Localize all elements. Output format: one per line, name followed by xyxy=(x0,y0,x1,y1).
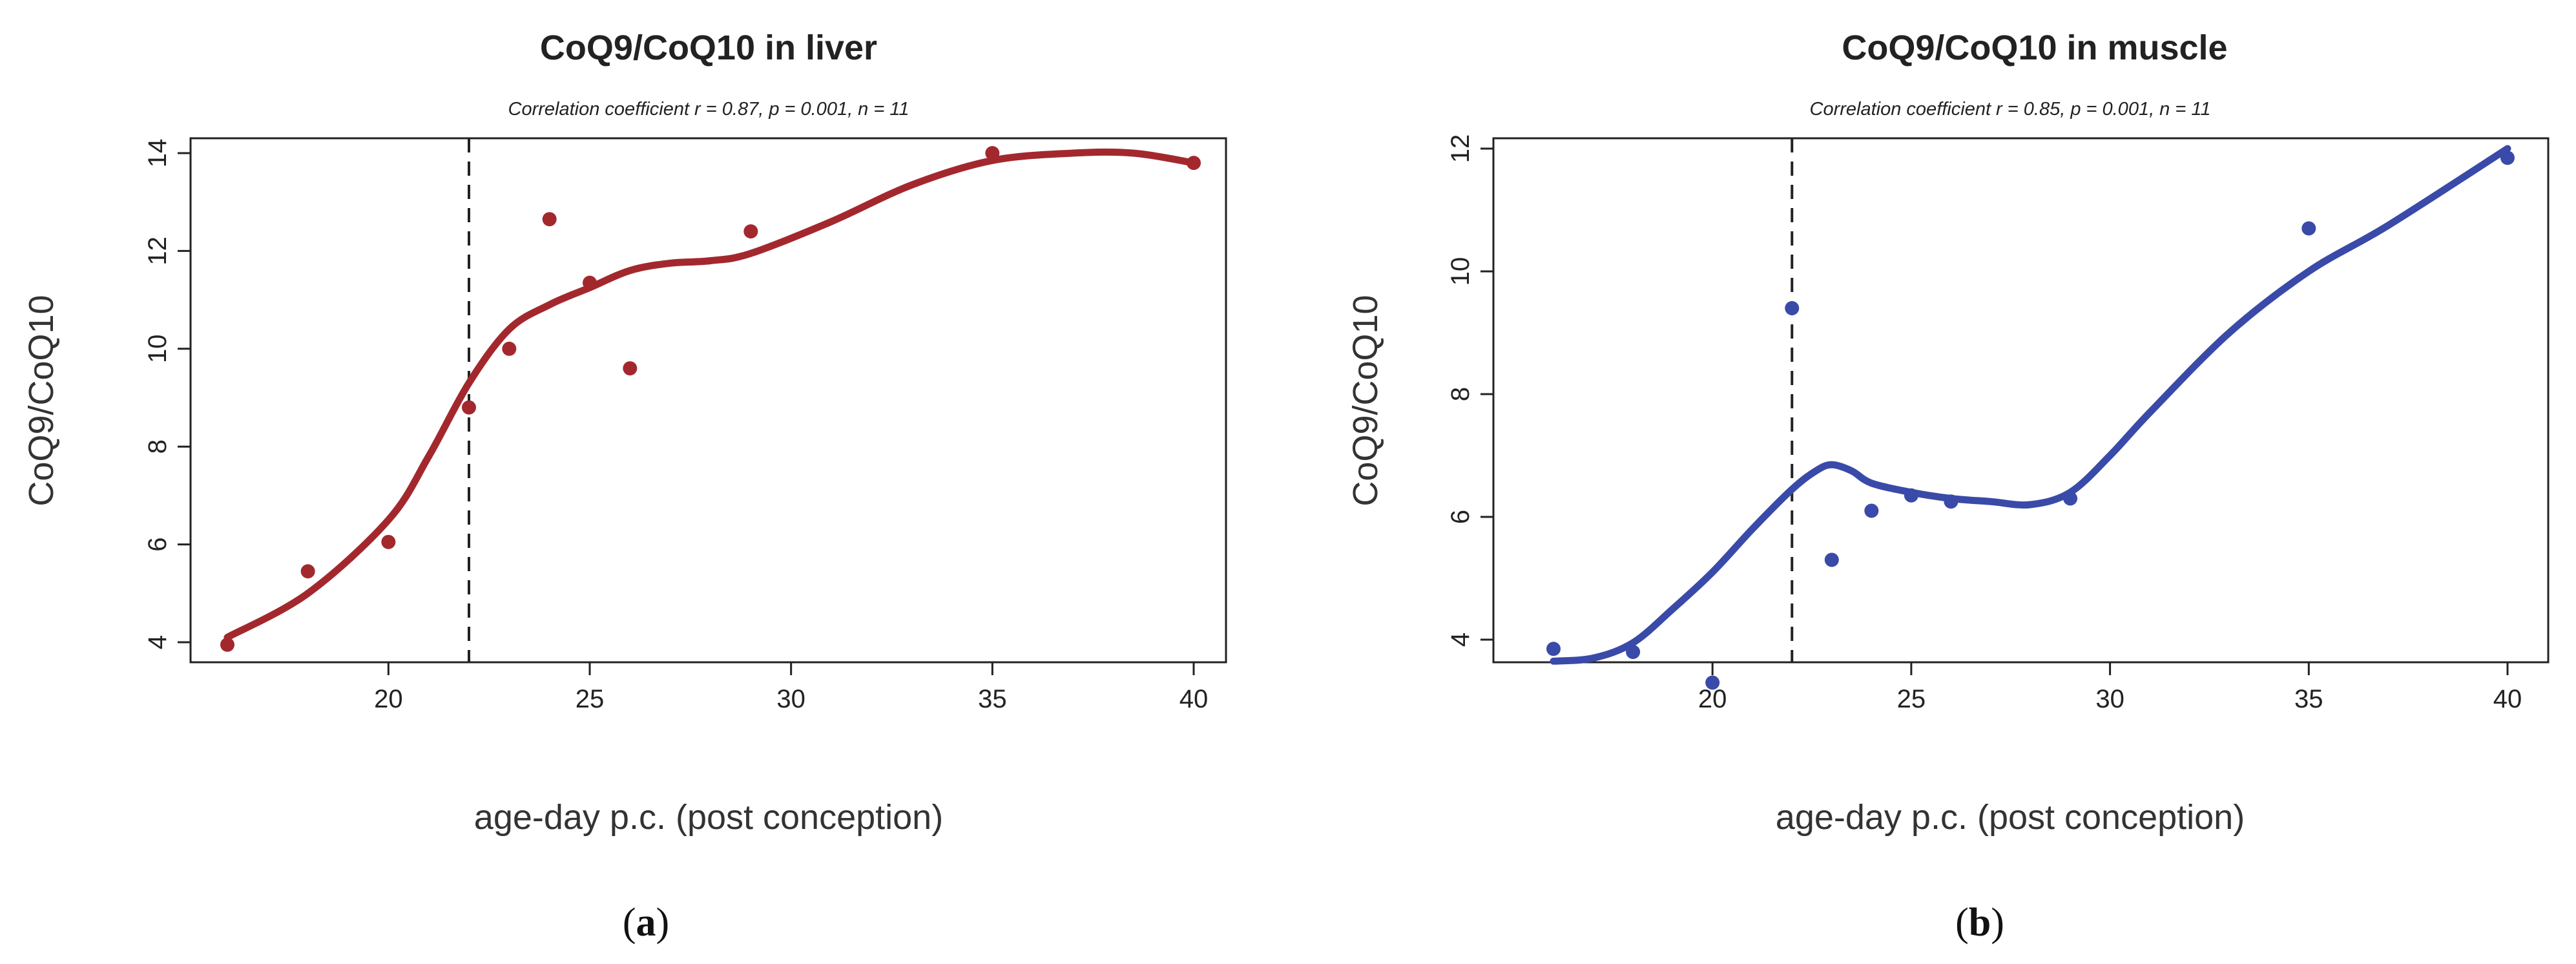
x-axis-label: age-day p.c. (post conception) xyxy=(474,798,943,837)
x-axis-label: age-day p.c. (post conception) xyxy=(1776,798,2245,837)
chart-liver: CoQ9/CoQ10 in liver Correlation coeffici… xyxy=(22,28,1227,945)
data-point xyxy=(2301,221,2316,236)
y-tick-label: 10 xyxy=(1446,257,1475,286)
data-point xyxy=(1824,552,1839,567)
chart-subtitle: Correlation coefficient r = 0.87, p = 0.… xyxy=(508,99,909,120)
chart-title: CoQ9/CoQ10 in muscle xyxy=(1842,28,2227,67)
y-tick-label: 6 xyxy=(1446,510,1475,524)
smooth-curve xyxy=(1550,145,2511,665)
axis-ticks: 20 25 30 35 40 4 6 8 10 12 14 xyxy=(143,139,1208,713)
x-tick-label: 35 xyxy=(2294,685,2323,713)
panel-label: (b) xyxy=(1955,901,2004,945)
data-point xyxy=(623,361,638,376)
data-point xyxy=(2063,491,2078,506)
data-point xyxy=(985,146,1000,160)
y-tick-label: 8 xyxy=(1446,387,1475,401)
panel-letter: a xyxy=(636,901,656,945)
data-point xyxy=(220,637,234,652)
data-point xyxy=(1864,503,1879,518)
data-point xyxy=(542,212,557,227)
data-point xyxy=(743,224,758,239)
data-points xyxy=(1546,151,2515,690)
panel-letter: b xyxy=(1969,901,1991,945)
plot-frame xyxy=(1492,137,2550,664)
data-point xyxy=(583,275,597,290)
y-tick-label: 12 xyxy=(1446,134,1475,163)
data-point xyxy=(2500,151,2515,165)
x-tick-label: 30 xyxy=(2095,685,2124,713)
y-tick-label: 12 xyxy=(143,236,172,266)
y-tick-label: 6 xyxy=(143,537,172,551)
x-tick-label: 40 xyxy=(1179,685,1209,713)
y-tick-label: 14 xyxy=(143,139,172,168)
data-point xyxy=(462,400,476,415)
data-point xyxy=(381,534,396,549)
data-point xyxy=(502,341,517,356)
data-points xyxy=(220,146,1201,652)
panel-label: (a) xyxy=(623,901,669,945)
data-point xyxy=(300,564,315,579)
y-tick-label: 4 xyxy=(1446,633,1475,647)
plot-frame xyxy=(189,137,1227,664)
x-tick-label: 40 xyxy=(2493,685,2522,713)
x-tick-label: 20 xyxy=(374,685,403,713)
x-tick-label: 25 xyxy=(1897,685,1926,713)
data-point xyxy=(1904,488,1918,503)
data-point xyxy=(1705,675,1720,690)
smooth-curve xyxy=(223,148,1198,641)
data-point xyxy=(1546,642,1561,656)
chart-subtitle: Correlation coefficient r = 0.85, p = 0.… xyxy=(1810,99,2211,120)
y-tick-label: 8 xyxy=(143,439,172,454)
chart-title: CoQ9/CoQ10 in liver xyxy=(540,28,877,67)
x-tick-label: 30 xyxy=(776,685,805,713)
data-point xyxy=(1944,494,1958,509)
y-tick-label: 4 xyxy=(143,635,172,649)
x-tick-label: 35 xyxy=(978,685,1007,713)
data-point xyxy=(1187,156,1201,171)
data-point xyxy=(1785,301,1800,315)
chart-muscle: CoQ9/CoQ10 in muscle Correlation coeffic… xyxy=(1346,28,2550,945)
data-point xyxy=(1626,645,1641,659)
y-tick-label: 10 xyxy=(143,335,172,364)
x-tick-label: 25 xyxy=(576,685,605,713)
y-axis-label: CoQ9/CoQ10 xyxy=(1346,295,1385,506)
y-axis-label: CoQ9/CoQ10 xyxy=(22,295,61,506)
